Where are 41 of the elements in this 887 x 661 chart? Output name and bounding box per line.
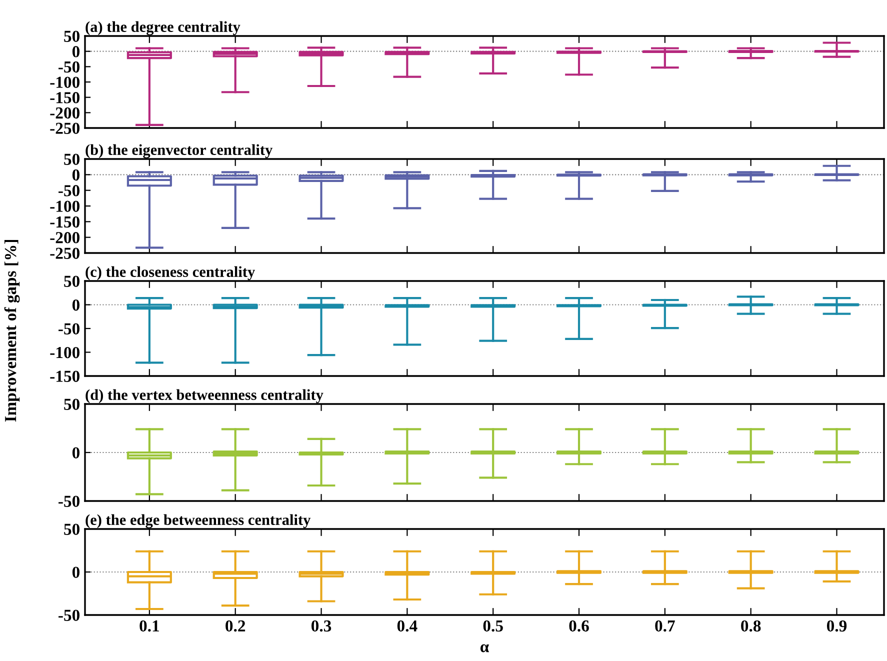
y-tick-label: -150 xyxy=(50,92,80,104)
y-tick-label: -50 xyxy=(58,496,80,507)
y-tick-label: 50 xyxy=(64,398,80,410)
chart-title: (b) the eigenvector centrality xyxy=(86,144,273,158)
y-tick-label: 0 xyxy=(72,447,80,458)
x-tick-label: 0.5 xyxy=(483,620,503,632)
y-tick-label: 0 xyxy=(72,566,80,578)
y-tick-label: 0 xyxy=(72,169,80,181)
x-tick-label: 0.9 xyxy=(826,620,847,632)
y-tick-label: -250 xyxy=(50,122,80,134)
y-tick-label: 50 xyxy=(64,154,80,165)
y-tick-label: -200 xyxy=(50,107,80,119)
y-tick-label: -50 xyxy=(58,61,80,73)
x-axis-title: α xyxy=(480,644,489,652)
y-tick-label: -200 xyxy=(50,232,80,244)
y-tick-label: 50 xyxy=(64,276,80,287)
x-tick-label: 0.3 xyxy=(311,620,332,632)
chart-title: (a) the degree centrality xyxy=(86,21,240,36)
y-tick-label: 50 xyxy=(64,30,80,42)
y-tick-label: 0 xyxy=(72,46,80,58)
x-tick-label: 0.2 xyxy=(226,620,246,632)
y-tick-label: -150 xyxy=(50,216,80,228)
chart-title: (c) the closeness centrality xyxy=(86,266,255,280)
x-tick-label: 0.8 xyxy=(741,620,761,632)
y-tick-label: -100 xyxy=(50,76,80,88)
y-tick-label: -50 xyxy=(58,185,80,196)
x-tick-label: 0.4 xyxy=(397,620,418,632)
x-tick-label: 0.1 xyxy=(140,620,159,632)
chart-title: (d) the vertex betweenness centrality xyxy=(86,389,324,404)
y-tick-label: -50 xyxy=(58,610,80,621)
x-tick-label: 0.7 xyxy=(655,620,675,632)
chart-title: (e) the edge betweenness centrality xyxy=(86,514,311,528)
y-axis-title: Improvement of gaps [%] xyxy=(4,240,20,422)
y-tick-label: -150 xyxy=(50,370,80,382)
y-tick-label: -250 xyxy=(50,248,80,259)
y-tick-label: -100 xyxy=(50,200,80,212)
y-tick-label: -100 xyxy=(50,346,80,358)
y-tick-label: -50 xyxy=(58,323,80,334)
y-tick-label: 50 xyxy=(64,524,80,535)
y-tick-label: 0 xyxy=(72,299,80,311)
x-tick-label: 0.6 xyxy=(569,620,589,632)
